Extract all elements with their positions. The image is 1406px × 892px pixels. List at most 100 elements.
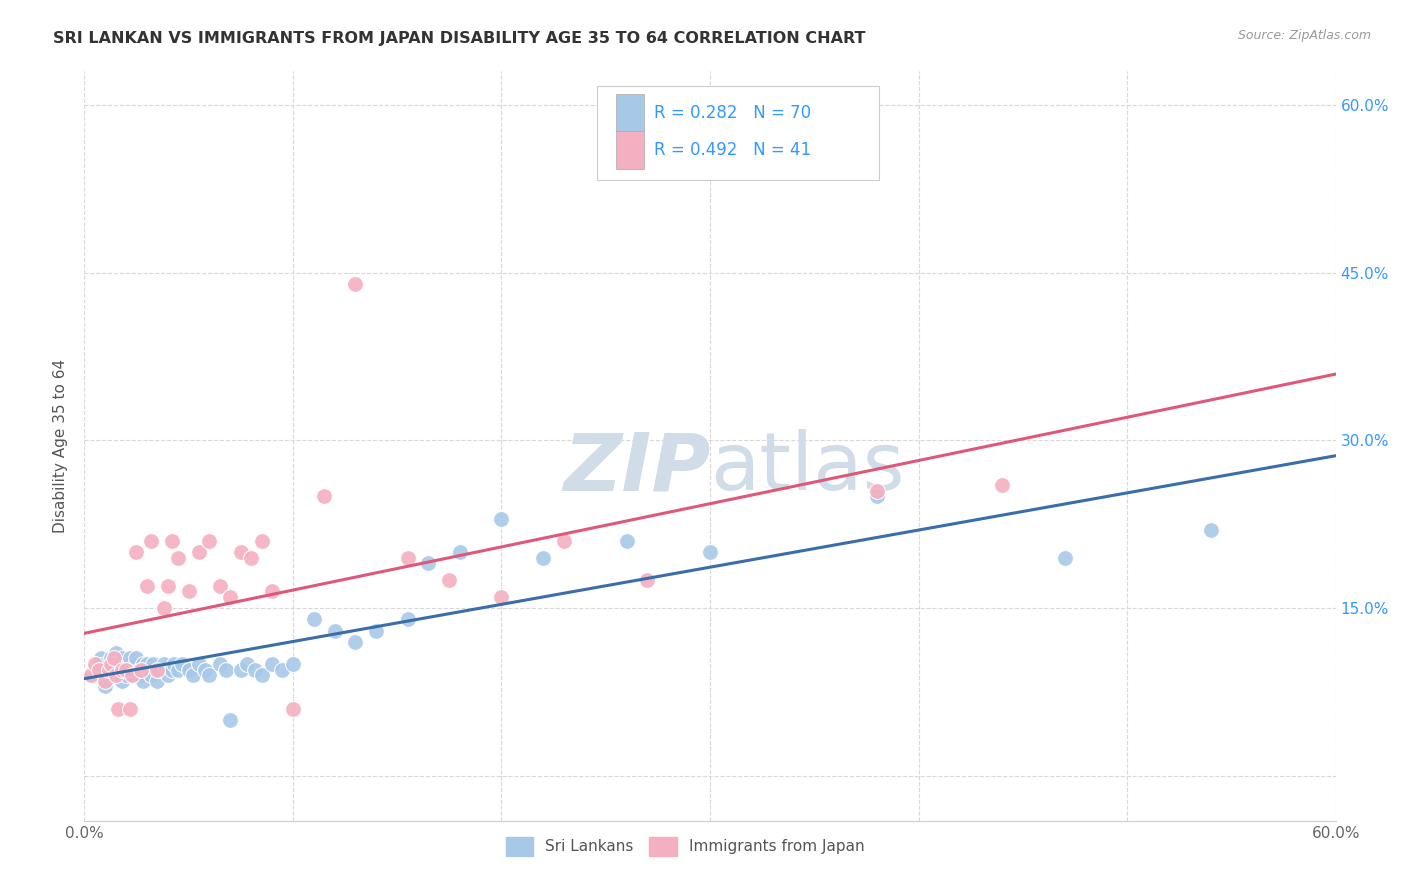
Point (136, 657, 159, 671)
Point (1053, 550, 1076, 565)
Point (177, 584, 200, 599)
Point (100, 651, 122, 665)
Point (160, 534, 183, 549)
Point (87, 657, 110, 671)
Point (219, 590, 242, 604)
Point (94, 680, 117, 694)
Point (396, 612, 419, 626)
Point (167, 663, 190, 677)
Point (111, 673, 134, 688)
Point (245, 663, 267, 677)
Text: ZIP: ZIP (562, 429, 710, 508)
Bar (616, 94, 644, 131)
Point (553, 534, 575, 549)
Point (323, 624, 346, 638)
Point (111, 651, 134, 665)
Point (236, 657, 259, 671)
Bar (616, 131, 644, 169)
Point (90, 651, 112, 665)
Point (138, 663, 160, 677)
Point (94, 657, 117, 671)
Point (121, 668, 143, 682)
Point (139, 668, 162, 682)
Text: SRI LANKAN VS IMMIGRANTS FROM JAPAN DISABILITY AGE 35 TO 64 CORRELATION CHART: SRI LANKAN VS IMMIGRANTS FROM JAPAN DISA… (53, 31, 866, 46)
Point (366, 624, 388, 638)
Point (181, 668, 204, 682)
Y-axis label: Disability Age 35 to 64: Disability Age 35 to 64 (53, 359, 69, 533)
Text: R = 0.492   N = 41: R = 0.492 N = 41 (654, 141, 811, 159)
Point (177, 663, 200, 677)
Point (208, 657, 231, 671)
Point (146, 673, 169, 688)
Point (188, 657, 211, 671)
Point (302, 612, 325, 626)
Point (129, 668, 152, 682)
Point (866, 483, 889, 498)
Point (115, 663, 138, 677)
Point (94, 673, 117, 688)
Point (344, 634, 367, 648)
Point (120, 651, 142, 665)
Point (396, 550, 419, 565)
Point (98, 663, 121, 677)
FancyBboxPatch shape (598, 87, 879, 180)
Point (139, 534, 162, 549)
Point (87, 663, 110, 677)
Point (250, 668, 273, 682)
Point (125, 657, 148, 671)
Point (167, 550, 190, 565)
Point (194, 663, 217, 677)
Point (160, 663, 183, 677)
Point (124, 668, 146, 682)
Point (219, 713, 242, 727)
Point (991, 478, 1014, 492)
Point (104, 668, 127, 682)
Point (128, 663, 150, 677)
Point (449, 545, 471, 559)
Point (125, 651, 148, 665)
Point (699, 545, 721, 559)
Point (531, 550, 554, 565)
Point (120, 702, 142, 716)
Text: atlas: atlas (710, 429, 904, 508)
Point (142, 657, 165, 671)
Point (172, 657, 194, 671)
Point (418, 557, 440, 571)
Point (112, 663, 135, 677)
Point (100, 657, 122, 671)
Point (104, 657, 127, 671)
Point (103, 668, 125, 682)
Point (83, 657, 105, 671)
Point (98, 663, 121, 677)
Point (108, 657, 131, 671)
Point (163, 657, 186, 671)
Point (156, 668, 179, 682)
Point (79, 668, 101, 682)
Point (866, 489, 889, 503)
Point (188, 545, 211, 559)
Point (491, 511, 513, 525)
Point (129, 663, 152, 677)
Point (208, 579, 231, 593)
Point (107, 663, 129, 677)
Point (83, 663, 105, 677)
Point (146, 663, 169, 677)
Point (281, 702, 304, 716)
Point (103, 651, 125, 665)
Point (271, 663, 294, 677)
Point (281, 657, 304, 671)
Point (115, 668, 138, 682)
Point (152, 601, 174, 615)
Point (229, 663, 252, 677)
Legend: Sri Lankans, Immigrants from Japan: Sri Lankans, Immigrants from Japan (499, 830, 870, 862)
Point (240, 550, 263, 565)
Point (156, 579, 179, 593)
Point (198, 668, 221, 682)
Point (79, 668, 101, 682)
Point (637, 573, 659, 587)
Point (107, 702, 129, 716)
Text: R = 0.282   N = 70: R = 0.282 N = 70 (654, 103, 811, 121)
Point (120, 657, 142, 671)
Point (117, 663, 139, 677)
Point (344, 277, 367, 291)
